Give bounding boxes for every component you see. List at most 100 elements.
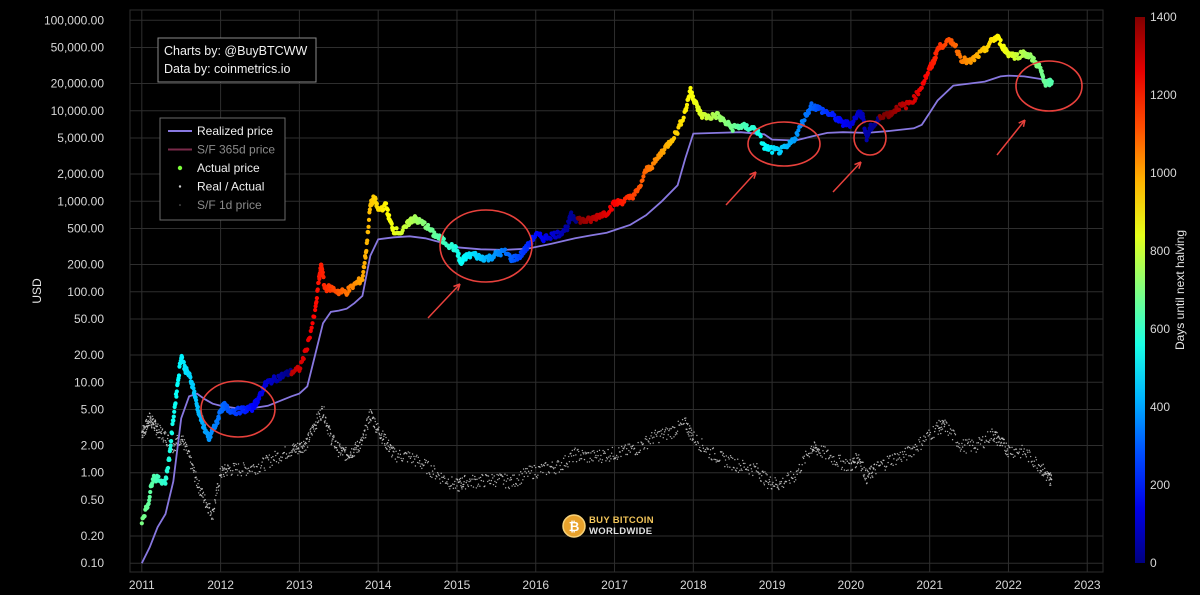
real-actual-point bbox=[300, 446, 302, 448]
real-actual-point bbox=[917, 450, 919, 452]
x-tick-label: 2014 bbox=[365, 578, 392, 592]
real-actual-point bbox=[814, 442, 816, 444]
real-actual-point bbox=[873, 463, 876, 465]
real-actual-point bbox=[444, 477, 446, 479]
real-actual-point bbox=[993, 440, 995, 443]
real-actual-point bbox=[599, 458, 601, 460]
logo-text-bottom: WORLDWIDE bbox=[589, 526, 652, 537]
real-actual-point bbox=[173, 445, 175, 447]
real-actual-point bbox=[1034, 465, 1036, 467]
actual-price-point bbox=[171, 418, 176, 423]
real-actual-point bbox=[953, 430, 955, 432]
real-actual-point bbox=[646, 447, 649, 450]
real-actual-point bbox=[567, 466, 569, 468]
actual-price-point bbox=[164, 476, 169, 481]
real-actual-point bbox=[690, 429, 693, 431]
real-actual-point bbox=[377, 422, 379, 425]
real-actual-point bbox=[329, 435, 331, 437]
real-actual-point bbox=[1046, 470, 1048, 473]
real-actual-point bbox=[543, 464, 546, 467]
real-actual-point bbox=[610, 458, 612, 460]
real-actual-point bbox=[809, 452, 811, 454]
real-actual-point bbox=[920, 448, 922, 451]
real-actual-point bbox=[318, 420, 320, 422]
real-actual-point bbox=[288, 452, 291, 454]
real-actual-point bbox=[862, 461, 864, 463]
real-actual-point bbox=[509, 479, 511, 481]
real-actual-point bbox=[872, 476, 874, 478]
real-actual-point bbox=[527, 475, 529, 478]
real-actual-point bbox=[297, 448, 300, 450]
real-actual-point bbox=[1037, 470, 1039, 472]
real-actual-point bbox=[768, 478, 770, 481]
real-actual-point bbox=[497, 478, 499, 481]
real-actual-point bbox=[459, 477, 462, 480]
real-actual-point bbox=[252, 464, 255, 466]
real-actual-point bbox=[366, 426, 369, 428]
real-actual-point bbox=[785, 480, 788, 483]
real-actual-point bbox=[153, 429, 156, 432]
real-actual-point bbox=[988, 441, 990, 444]
real-actual-point bbox=[296, 447, 298, 450]
actual-price-point bbox=[167, 457, 172, 462]
real-actual-point bbox=[249, 470, 251, 473]
real-actual-point bbox=[461, 477, 464, 479]
real-actual-point bbox=[172, 443, 175, 445]
real-actual-point bbox=[512, 474, 514, 476]
real-actual-point bbox=[511, 485, 513, 487]
real-actual-point bbox=[409, 457, 412, 460]
actual-price-point bbox=[806, 110, 811, 116]
real-actual-point bbox=[617, 456, 619, 458]
real-actual-point bbox=[821, 456, 823, 458]
real-actual-point bbox=[863, 475, 865, 478]
real-actual-point bbox=[455, 478, 457, 480]
real-actual-point bbox=[301, 451, 303, 453]
actual-price-point bbox=[913, 96, 918, 101]
real-actual-point bbox=[814, 446, 817, 449]
real-actual-point bbox=[636, 451, 638, 454]
real-actual-point bbox=[867, 476, 870, 478]
real-actual-point bbox=[568, 460, 571, 463]
real-actual-point bbox=[447, 478, 450, 480]
real-actual-point bbox=[841, 466, 843, 469]
real-actual-point bbox=[687, 431, 690, 433]
real-actual-point bbox=[283, 451, 286, 454]
actual-price-point bbox=[524, 247, 530, 252]
real-actual-point bbox=[730, 456, 732, 459]
real-actual-point bbox=[222, 473, 225, 476]
real-actual-point bbox=[600, 461, 603, 464]
real-actual-point bbox=[143, 434, 145, 437]
real-actual-point bbox=[214, 502, 217, 504]
real-actual-point bbox=[316, 413, 318, 415]
real-actual-point bbox=[620, 455, 622, 458]
real-actual-point bbox=[339, 446, 341, 448]
real-actual-point bbox=[1006, 448, 1009, 450]
real-actual-point bbox=[646, 438, 648, 441]
real-actual-point bbox=[370, 420, 372, 422]
real-actual-point bbox=[413, 455, 415, 458]
real-actual-point bbox=[845, 458, 847, 461]
real-actual-point bbox=[903, 450, 906, 453]
real-actual-point bbox=[286, 457, 288, 459]
real-actual-point bbox=[224, 464, 226, 466]
real-actual-point bbox=[189, 455, 191, 457]
real-actual-point bbox=[616, 458, 619, 460]
real-actual-point bbox=[242, 470, 244, 472]
real-actual-point bbox=[815, 444, 817, 446]
real-actual-point bbox=[373, 425, 375, 428]
real-actual-point bbox=[146, 420, 148, 423]
x-tick-label: 2018 bbox=[680, 578, 707, 592]
real-actual-point bbox=[257, 472, 259, 475]
actual-price-point bbox=[362, 260, 367, 266]
y-tick-label: 1,000.00 bbox=[57, 194, 104, 208]
real-actual-point bbox=[307, 434, 310, 437]
real-actual-point bbox=[460, 482, 462, 484]
real-actual-point bbox=[156, 425, 159, 427]
real-actual-point bbox=[974, 447, 977, 449]
real-actual-point bbox=[242, 462, 245, 464]
real-actual-point bbox=[426, 472, 428, 475]
real-actual-point bbox=[662, 437, 664, 439]
actual-price-point bbox=[139, 521, 144, 526]
real-actual-point bbox=[310, 432, 313, 435]
